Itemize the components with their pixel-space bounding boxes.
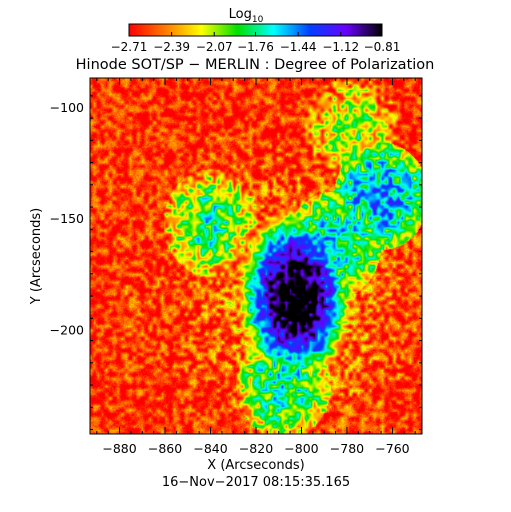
plot-area [89, 77, 423, 435]
x-tick-label: −880 [102, 441, 136, 456]
colorbar-label-subscript: 10 [252, 15, 264, 25]
colorbar-tick-label: −2.71 [111, 40, 148, 54]
y-axis-label: Y (Arcseconds) [29, 208, 44, 305]
y-tick-label: −150 [50, 211, 84, 226]
y-tick-label: −200 [50, 322, 84, 337]
x-tick-label: −840 [193, 441, 227, 456]
x-tick-label: −860 [148, 441, 182, 456]
y-axis: −100 −150 −200 [50, 95, 422, 431]
colorbar-tick-label: −0.81 [364, 40, 401, 54]
colorbar-tick-label: −2.39 [153, 40, 190, 54]
colorbar-ticks: −2.71 −2.39 −2.07 −1.76 −1.44 −1.12 −0.81 [111, 32, 401, 54]
x-tick-label: −800 [284, 441, 318, 456]
colorbar-tick-label: −2.07 [196, 40, 233, 54]
colorbar-tick-label: −1.76 [237, 40, 274, 54]
colorbar-tick-label: −1.44 [280, 40, 317, 54]
colorbar-tick-label: −1.12 [322, 40, 359, 54]
x-tick-label: −780 [330, 441, 364, 456]
timestamp: 16−Nov−2017 08:15:35.165 [162, 475, 350, 490]
x-axis-label: X (Arcseconds) [207, 458, 304, 473]
colorbar-label: Log10 [229, 7, 264, 25]
x-axis: −880 −860 −840 −820 −800 −780 −760 [96, 78, 416, 456]
heatmap-image [90, 78, 422, 434]
chart-title: Hinode SOT/SP − MERLIN : Degree of Polar… [76, 57, 435, 73]
y-tick-label: −100 [50, 100, 84, 115]
x-tick-label: −760 [375, 441, 409, 456]
x-tick-label: −820 [239, 441, 273, 456]
